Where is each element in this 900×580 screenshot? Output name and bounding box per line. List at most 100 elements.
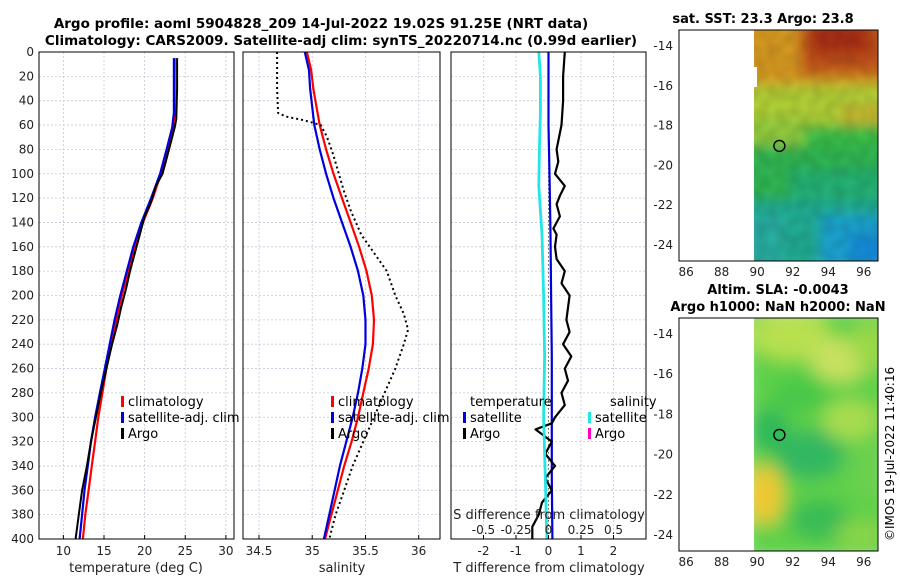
salinity-frame (242, 51, 441, 540)
legend-label-sal-satellite: satellite (595, 411, 647, 426)
lon-tick-label: 96 (856, 265, 871, 279)
lat-tick-label: -20 (653, 448, 673, 462)
temperature-frame (38, 51, 235, 540)
legend-label-satellite: satellite-adj. clim (128, 411, 240, 426)
lat-tick-label: -22 (653, 488, 673, 502)
x-tick-label: 15 (96, 544, 111, 558)
sst-lat-ticks: -14 -16 -18 -20 -22 -24 (653, 39, 673, 252)
lon-tick-label: 88 (714, 265, 729, 279)
difference-panel: -2 -1 0 1 2 -0.5 -0.25 0 0.25 0.5 S difference f… (450, 51, 657, 576)
depth-tick-label: 260 (11, 362, 34, 376)
depth-tick-label: 240 (11, 337, 34, 351)
depth-tick-labels: 0 20 40 60 80 100 120 140 160 180 200 220 240 260 280 3… (11, 45, 34, 546)
x-tick-label: 34.5 (246, 544, 273, 558)
series-line-temperature-satellite (547, 52, 554, 540)
sst-map-title: sat. SST: 23.3 Argo: 23.8 (672, 12, 853, 27)
sst-map: sat. SST: 23.3 Argo: 23.8 86 88 90 9 (653, 12, 879, 279)
depth-tick-label: 160 (11, 240, 34, 254)
depth-tick-label: 340 (11, 459, 34, 473)
argo-location-marker (773, 428, 786, 442)
lat-tick-label: -20 (653, 158, 673, 172)
legend-label-climatology: climatology (128, 395, 204, 410)
salinity-series (276, 51, 410, 540)
legend-swatch-sal-argo (588, 428, 591, 439)
salinity-legend: climatology satellite-adj. clim Argo (331, 395, 450, 442)
depth-tick-label: 20 (19, 69, 34, 83)
s-difference-x-label: S difference from climatology (453, 508, 645, 523)
x-tick-label: -1 (510, 544, 522, 558)
temperature-series (74, 58, 179, 540)
s-diff-tick-label: 0 (545, 523, 553, 537)
salinity-panel: 34.5 35 35.5 36 salinity climatology satell… (242, 51, 450, 576)
depth-tick-label: 280 (11, 386, 34, 400)
s-diff-tick-label: -0.25 (500, 523, 531, 537)
sla-map: Altim. SLA: -0.0043 Argo h1000: NaN h200… (653, 283, 885, 569)
depth-tick-label: 120 (11, 191, 34, 205)
legend-swatch-temp-satellite (463, 412, 466, 423)
legend-swatch-argo (121, 428, 124, 439)
series-line-satellite-adj-clim (303, 51, 367, 540)
lon-tick-label: 92 (785, 265, 800, 279)
legend-header-temperature: temperature (470, 395, 552, 410)
legend-label-argo: Argo (338, 427, 368, 442)
depth-tick-label: 60 (19, 118, 34, 132)
sla-lat-ticks: -14 -16 -18 -20 -22 -24 (653, 327, 673, 542)
legend-label-temp-satellite: satellite (470, 411, 522, 426)
x-tick-label: 36 (411, 544, 426, 558)
legend-swatch-sal-satellite (588, 412, 591, 423)
temperature-x-label: temperature (deg C) (69, 561, 203, 576)
difference-legend: temperature salinity satellite Argo sate… (463, 395, 657, 442)
lat-tick-label: -16 (653, 367, 673, 381)
sst-lon-ticks: 86 88 90 92 94 96 (678, 265, 871, 279)
legend-header-salinity: salinity (610, 395, 657, 410)
lon-tick-label: 88 (714, 555, 729, 569)
sla-map-title: Altim. SLA: -0.0043 (707, 283, 848, 298)
temperature-panel: 0 20 40 60 80 100 120 140 160 180 200 220 240 260 280 3… (11, 45, 240, 576)
depth-tick-label: 220 (11, 313, 34, 327)
depth-tick-label: 100 (11, 167, 34, 181)
depth-tick-label: 320 (11, 435, 34, 449)
sla-field (754, 318, 878, 551)
legend-swatch-argo (331, 428, 334, 439)
legend-label-temp-argo: Argo (470, 427, 500, 442)
lon-tick-label: 86 (678, 555, 693, 569)
depth-tick-label: 0 (26, 45, 34, 59)
s-difference-tick-labels: -0.5 -0.25 0 0.25 0.5 (472, 523, 623, 537)
figure-title-line1: Argo profile: aoml 5904828_209 14-Jul-20… (54, 16, 588, 32)
lat-tick-label: -24 (653, 528, 673, 542)
lat-tick-label: -16 (653, 79, 673, 93)
lat-tick-label: -24 (653, 238, 673, 252)
x-tick-label: -2 (478, 544, 490, 558)
legend-label-sal-argo: Argo (595, 427, 625, 442)
depth-tick-label: 180 (11, 264, 34, 278)
sla-lon-ticks: 86 88 90 92 94 96 (678, 555, 871, 569)
lat-tick-label: -14 (653, 39, 673, 53)
s-diff-tick-label: -0.5 (472, 523, 495, 537)
depth-tick-label: 400 (11, 532, 34, 546)
series-line-argo (276, 52, 410, 540)
sla-map-subtitle: Argo h1000: NaN h2000: NaN (670, 300, 885, 315)
depth-tick-label: 140 (11, 215, 34, 229)
difference-series (531, 51, 573, 540)
lat-tick-label: -14 (653, 327, 673, 341)
lon-tick-label: 90 (750, 265, 765, 279)
lat-tick-label: -22 (653, 198, 673, 212)
argo-location-marker (773, 139, 786, 153)
temperature-grid (39, 51, 234, 540)
lon-tick-label: 90 (750, 555, 765, 569)
legend-swatch-climatology (331, 396, 334, 407)
legend-label-climatology: climatology (338, 395, 414, 410)
series-line-salinity-satellite (537, 51, 549, 540)
legend-label-argo: Argo (128, 427, 158, 442)
lon-tick-label: 96 (856, 555, 871, 569)
lat-tick-label: -18 (653, 407, 673, 421)
sst-field (754, 30, 878, 261)
x-tick-label: 2 (610, 544, 618, 558)
t-difference-x-label: T difference from climatology (452, 561, 645, 576)
series-line-argo (74, 58, 179, 540)
depth-tick-label: 300 (11, 410, 34, 424)
legend-label-satellite: satellite-adj. clim (338, 411, 450, 426)
lon-tick-label: 94 (821, 555, 836, 569)
